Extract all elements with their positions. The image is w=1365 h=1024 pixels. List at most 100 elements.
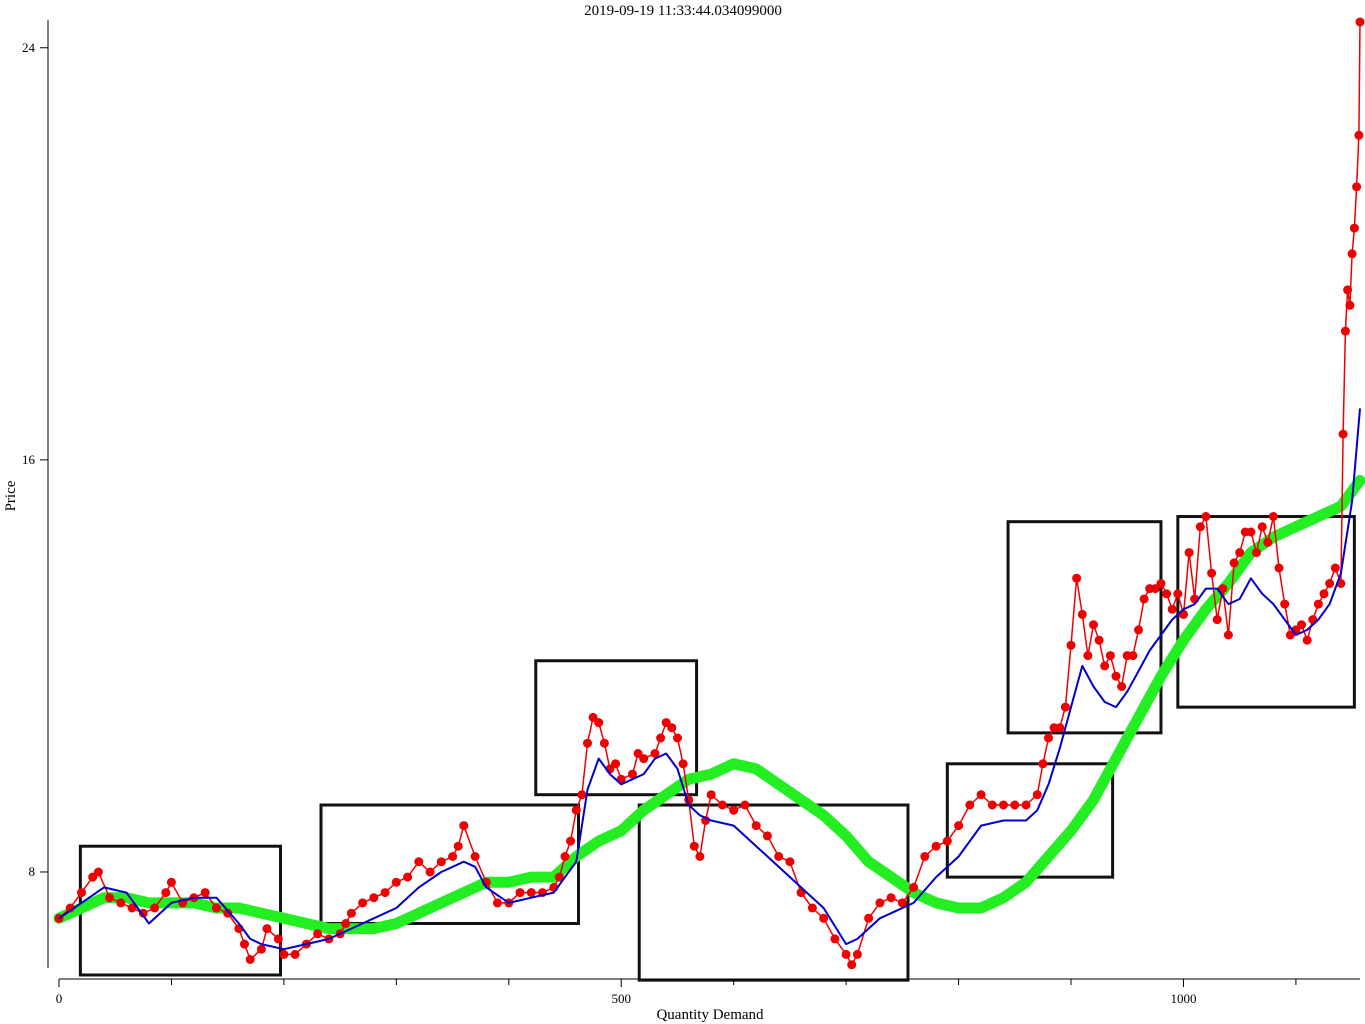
price-line [58,21,1361,966]
price-point [240,939,249,949]
range-box [637,803,910,982]
price-point [1010,800,1020,810]
price-point [1340,326,1350,336]
price-point [1223,630,1233,640]
x-axis-title: Quantity Demand [656,1007,764,1023]
price-point [1212,615,1222,625]
y-tick-label: 24 [22,40,36,55]
price-point [1347,249,1357,259]
price-point [1257,522,1267,532]
price-point [864,913,874,923]
price-point [785,857,795,867]
price-point [1094,635,1104,645]
price-point [425,867,435,877]
price-point [1352,182,1362,192]
price-point [150,903,160,913]
price-point [560,852,570,861]
price-point [695,852,705,861]
price-point [594,718,604,728]
price-point [656,733,666,743]
price-point [1089,620,1098,630]
price-point [909,882,919,892]
price-point [470,852,480,861]
price-point [875,898,885,908]
price-point [1252,548,1261,558]
price-point [1134,625,1143,635]
price-point [628,769,637,779]
price-point [1235,548,1245,558]
price-point [1354,130,1364,140]
price-point [380,888,390,898]
price-point [1349,223,1359,233]
price-point [1280,599,1290,609]
price-point [279,949,289,959]
price-point [436,857,446,867]
price-point [1083,651,1093,661]
price-point [1302,635,1312,645]
x-tick-label: 1000 [1170,991,1196,1006]
price-point [116,898,126,908]
range-box [1176,515,1356,709]
price-point [105,893,115,903]
price-point [819,913,829,923]
price-point [526,888,536,898]
price-point [1319,589,1329,599]
price-point [1077,609,1087,619]
price-point [453,841,463,851]
price-point [611,759,621,769]
price-point [1201,512,1211,521]
price-point [211,903,221,913]
price-point [1173,589,1183,599]
y-axis-title: Price [3,480,19,511]
price-point [689,841,699,851]
price-point [273,934,283,944]
price-point [566,836,576,846]
price-point [717,800,727,810]
price-point [1032,790,1042,800]
price-point [1055,723,1065,733]
price-point [1139,594,1149,604]
price-point [93,867,103,877]
price-point [414,857,424,867]
price-point [1111,671,1121,681]
price-point [1313,599,1323,609]
price-point [1297,620,1306,630]
x-tick-label: 500 [611,991,631,1006]
price-point [554,872,564,882]
series-layer [53,17,1365,970]
range-box [319,803,581,925]
price-point [987,800,997,810]
price-point [1343,285,1353,295]
range-box [1006,520,1163,735]
price-point [341,919,351,928]
price-point [599,738,609,748]
price-point [1263,537,1273,547]
price-point [493,898,502,908]
price-point [1167,604,1177,614]
price-point [847,960,857,970]
price-point [313,929,323,939]
price-point [391,877,401,887]
moving-average-long-line [53,475,1365,935]
price-point [1355,17,1365,27]
price-point [1066,640,1076,650]
price-point [346,908,356,918]
price-point [751,821,761,831]
range-box [945,762,1115,879]
price-point [673,733,682,743]
price-point [650,749,660,758]
price-point [262,924,272,934]
price-point [1345,300,1355,310]
price-point [1100,661,1110,671]
price-point [1268,512,1278,521]
price-point [245,955,255,964]
price-point [290,949,300,959]
price-point [1105,651,1115,661]
price-point [223,908,233,918]
price-point [448,852,458,861]
y-axis-ticks: 8 16 24 [22,40,48,879]
price-point [1274,563,1284,573]
x-axis-ticks: 0 500 1000 [56,979,1297,1006]
